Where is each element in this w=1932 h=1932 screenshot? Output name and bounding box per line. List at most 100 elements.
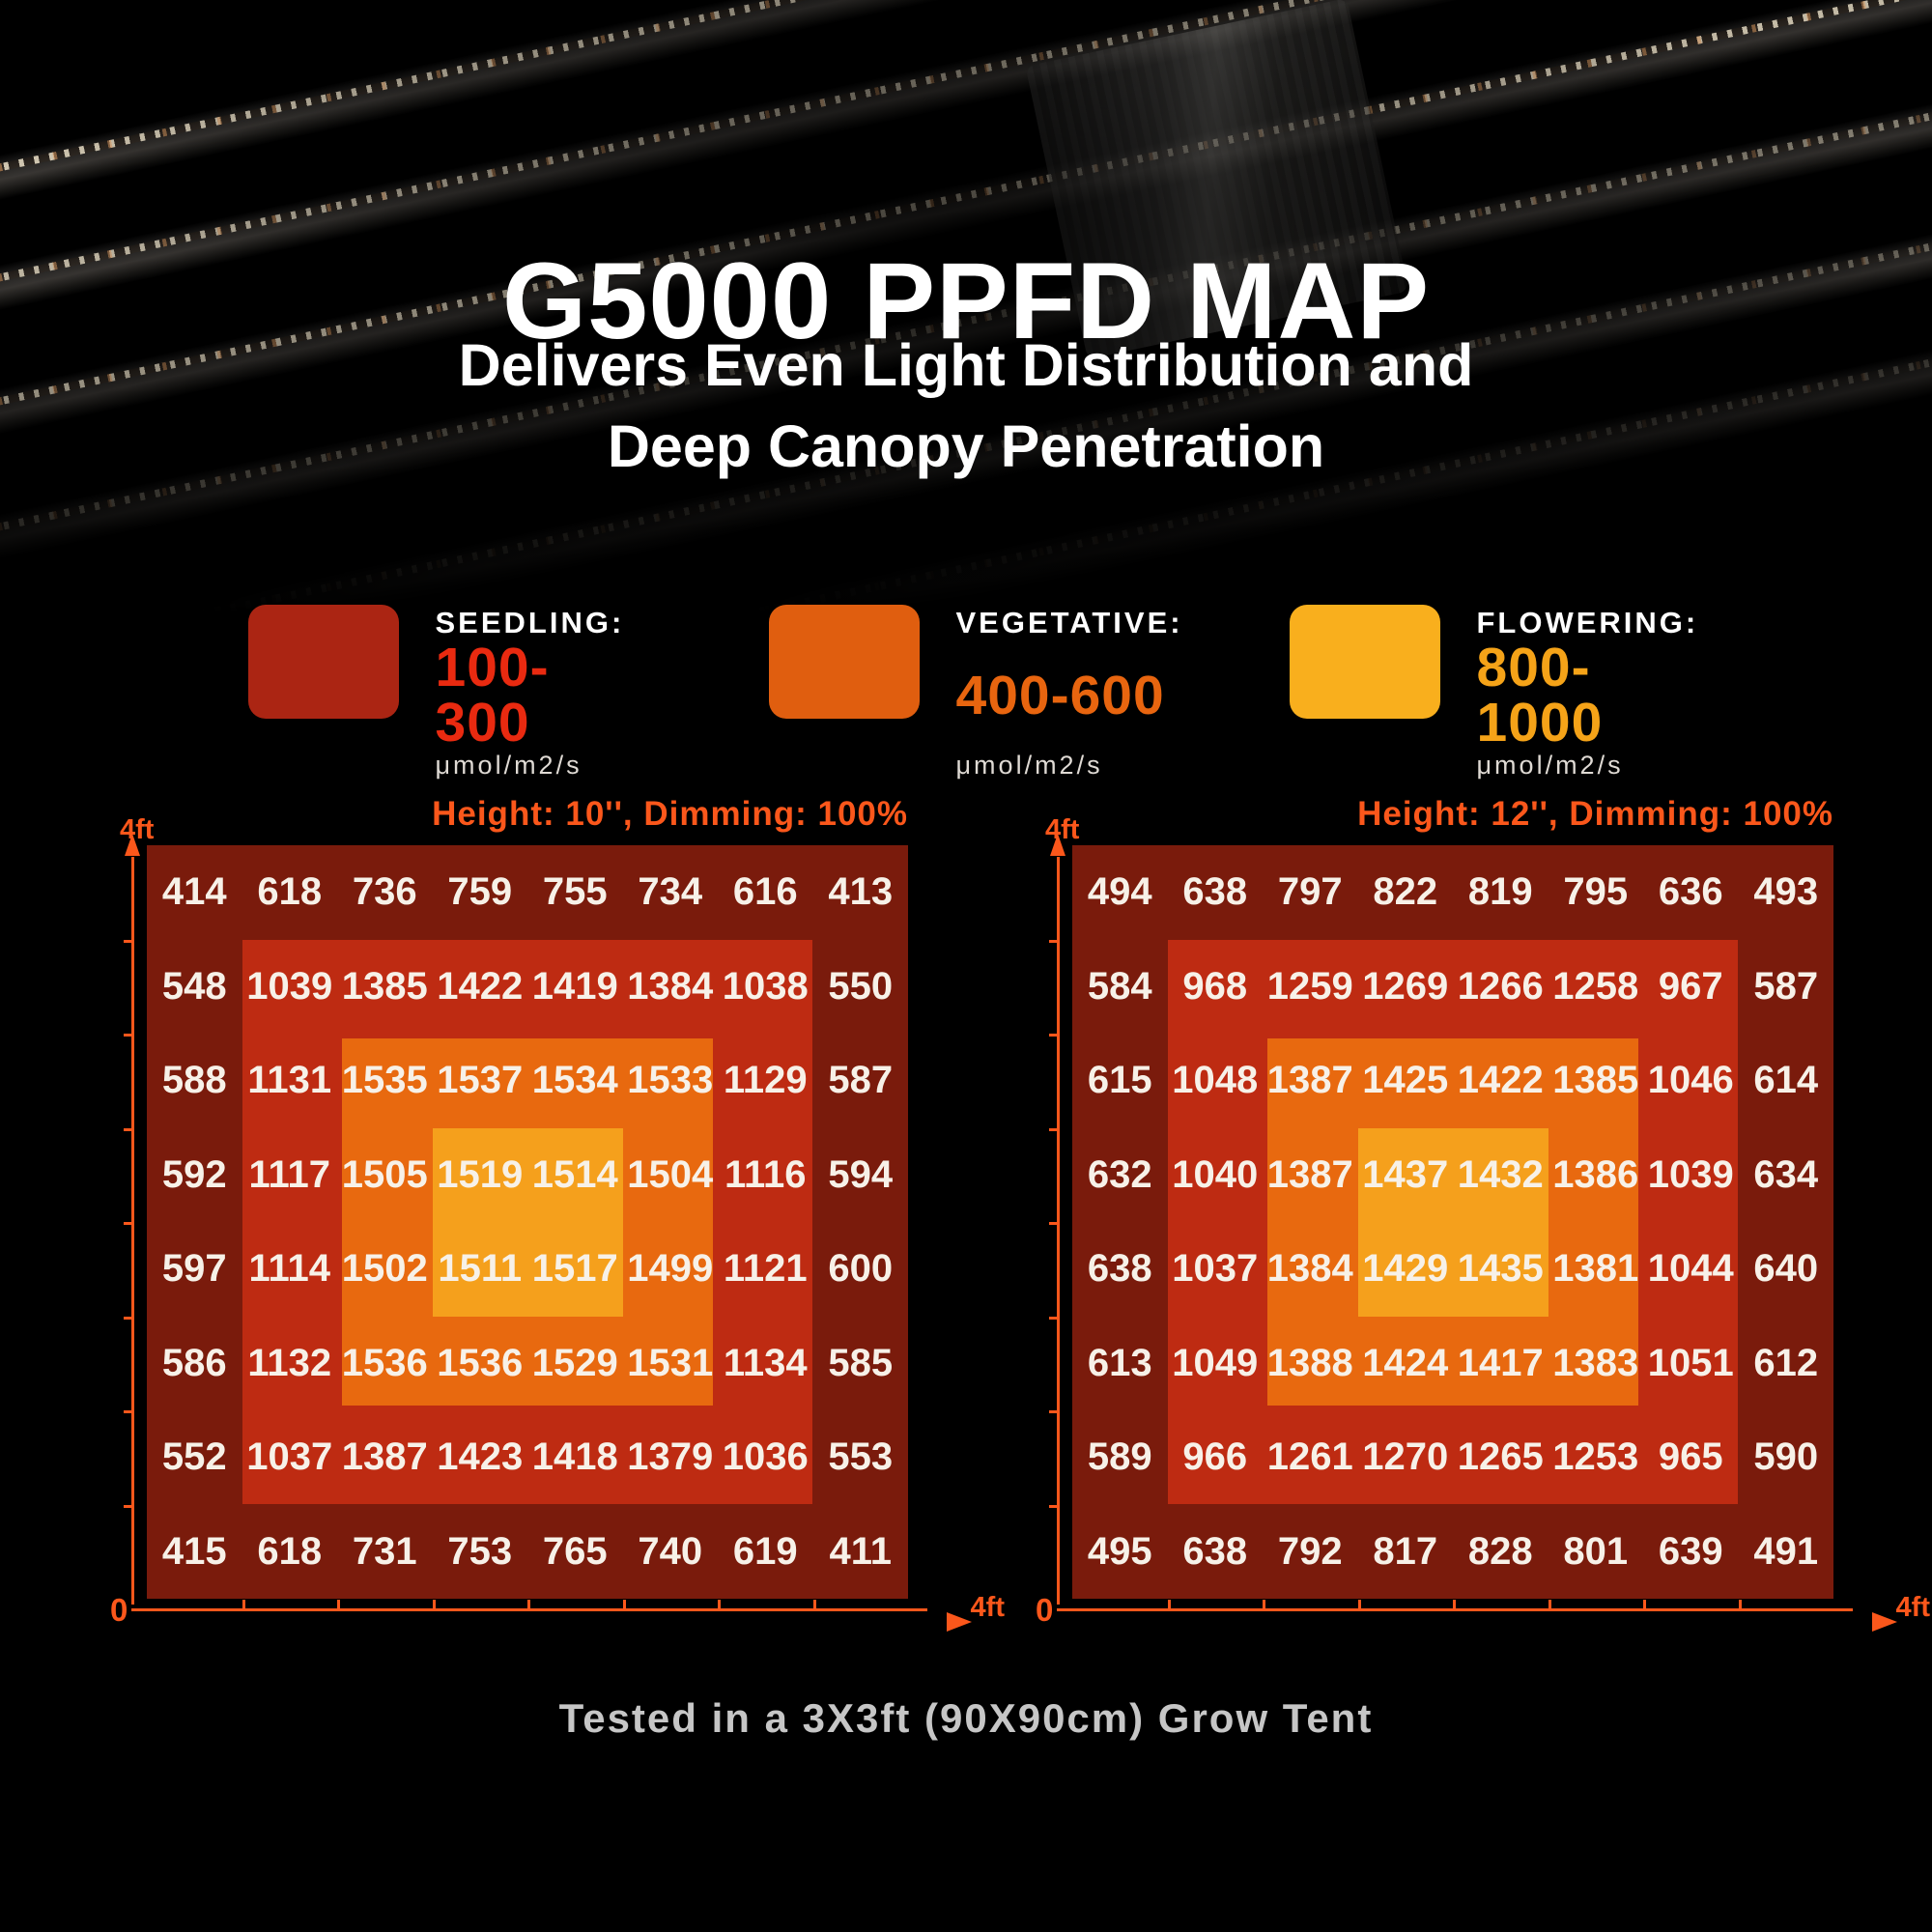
ppfd-value: 1422 (1457, 1059, 1544, 1102)
ppfd-value: 1531 (627, 1341, 714, 1384)
legend-text: SEEDLING: 100-300 μmol/m2/s (436, 605, 643, 783)
y-axis-max-label: 4ft (120, 814, 155, 845)
legend-label: VEGETATIVE: (955, 606, 1183, 639)
legend-item-vegetative: VEGETATIVE: 400-600 μmol/m2/s (768, 605, 1180, 783)
ppfd-value: 639 (1658, 1529, 1723, 1573)
ppfd-value: 619 (732, 1529, 798, 1573)
ppfd-value: 553 (828, 1435, 894, 1479)
origin-label: 0 (110, 1592, 128, 1628)
ppfd-value: 1387 (1266, 1059, 1353, 1102)
ppfd-value: 618 (257, 1529, 323, 1573)
ppfd-value: 1266 (1457, 964, 1544, 1008)
ppfd-value: 588 (161, 1059, 227, 1102)
legend-unit: μmol/m2/s (955, 751, 1103, 780)
ppfd-value: 801 (1563, 1529, 1629, 1573)
ppfd-value: 822 (1373, 870, 1438, 914)
ppfd-value: 1040 (1172, 1152, 1259, 1196)
ppfd-value: 1132 (247, 1341, 332, 1384)
y-axis-arrow-icon (125, 834, 140, 856)
x-axis-tick (812, 1600, 816, 1608)
ppfd-value: 1048 (1172, 1059, 1259, 1102)
ppfd-value: 1424 (1362, 1341, 1449, 1384)
ppfd-value: 1044 (1647, 1247, 1734, 1291)
ppfd-value: 1116 (724, 1152, 807, 1196)
y-axis-tick (124, 1034, 132, 1037)
legend-unit: μmol/m2/s (435, 751, 582, 780)
legend-label: FLOWERING: (1476, 606, 1699, 639)
ppfd-value: 1385 (1552, 1059, 1639, 1102)
ppfd-value-grid: 414 618 736 759 755 734 616 413 548 1039 1385 1422 1… (147, 845, 908, 1599)
x-axis-tick (527, 1600, 530, 1608)
x-axis-tick (1453, 1600, 1456, 1608)
origin-label: 0 (1036, 1592, 1054, 1628)
ppfd-value: 634 (1753, 1152, 1819, 1196)
legend-item-seedling: SEEDLING: 100-300 μmol/m2/s (247, 605, 643, 783)
x-axis-tick (242, 1600, 245, 1608)
heatmap-zone-center (1357, 1127, 1548, 1317)
map-header: Height: 10'', Dimming: 100% (432, 795, 908, 833)
ppfd-value: 585 (828, 1341, 894, 1384)
ppfd-value: 589 (1087, 1435, 1152, 1479)
ppfd-legend: SEEDLING: 100-300 μmol/m2/s VEGETATIVE: … (0, 605, 1932, 783)
y-axis-tick (124, 1504, 132, 1508)
heatmap: 414 618 736 759 755 734 616 413 548 1039 1385 1422 1… (147, 845, 908, 1599)
ppfd-value: 965 (1658, 1435, 1723, 1479)
page-subtitle: Delivers Even Light Distribution and Dee… (0, 325, 1932, 487)
x-axis-tick (718, 1600, 721, 1608)
ppfd-value-grid: 494 638 797 822 819 795 636 493 584 968 1259 1269 12… (1072, 845, 1833, 1599)
legend-range: 800-1000 (1476, 637, 1604, 753)
x-axis-tick (622, 1600, 626, 1608)
ppfd-value: 1385 (341, 964, 428, 1008)
ppfd-value: 1381 (1552, 1247, 1639, 1291)
y-axis-tick (124, 1127, 132, 1131)
ppfd-value: 765 (542, 1529, 608, 1573)
legend-range: 400-600 (955, 664, 1165, 726)
ppfd-value: 759 (447, 870, 513, 914)
flowering-color-swatch (1289, 605, 1440, 719)
ppfd-value: 1502 (341, 1247, 428, 1291)
y-axis (1050, 834, 1065, 1605)
x-axis-tick (1167, 1600, 1171, 1608)
ppfd-value: 1037 (246, 1435, 333, 1479)
ppfd-value: 636 (1658, 870, 1723, 914)
ppfd-value: 618 (257, 870, 323, 914)
ppfd-value: 1387 (1266, 1152, 1353, 1196)
y-axis (125, 834, 140, 1605)
ppfd-value: 753 (447, 1529, 513, 1573)
x-axis-tick (1263, 1600, 1265, 1608)
ppfd-map-height-10in: Height: 10'', Dimming: 100% 414 618 736 759… (110, 792, 1005, 1632)
x-axis-arrow-icon (947, 1612, 972, 1632)
ppfd-value: 797 (1277, 870, 1343, 914)
y-axis-tick (1049, 1127, 1058, 1131)
ppfd-value: 494 (1087, 870, 1152, 914)
subtitle-line-2: Deep Canopy Penetration (607, 413, 1325, 479)
ppfd-value: 1036 (722, 1435, 809, 1479)
ppfd-value: 1432 (1457, 1152, 1544, 1196)
ppfd-value: 1387 (341, 1435, 428, 1479)
ppfd-value: 1253 (1552, 1435, 1639, 1479)
ppfd-map-height-12in: Height: 12'', Dimming: 100% 494 638 797 822… (1036, 792, 1930, 1632)
ppfd-value: 1114 (248, 1247, 331, 1291)
ppfd-value: 736 (352, 870, 417, 914)
ppfd-value: 493 (1753, 870, 1819, 914)
legend-unit: μmol/m2/s (1476, 751, 1624, 780)
ppfd-value: 1121 (723, 1247, 808, 1291)
ppfd-value: 1384 (627, 964, 714, 1008)
y-axis-tick (1049, 1504, 1058, 1508)
ppfd-value: 795 (1563, 870, 1629, 914)
ppfd-value: 548 (161, 964, 227, 1008)
ppfd-value: 740 (638, 1529, 703, 1573)
y-axis-tick (1049, 1410, 1058, 1413)
ppfd-value: 587 (1753, 964, 1819, 1008)
x-axis (131, 1608, 972, 1632)
y-axis-tick (1049, 939, 1058, 943)
ppfd-value: 755 (542, 870, 608, 914)
ppfd-value: 1384 (1266, 1247, 1353, 1291)
ppfd-value: 967 (1658, 964, 1723, 1008)
ppfd-value: 1529 (531, 1341, 618, 1384)
heatmap-zone-center (432, 1127, 623, 1317)
test-conditions-caption: Tested in a 3X3ft (90X90cm) Grow Tent (558, 1695, 1374, 1741)
ppfd-value: 615 (1087, 1059, 1152, 1102)
ppfd-value: 828 (1467, 1529, 1533, 1573)
ppfd-value: 1258 (1552, 964, 1639, 1008)
